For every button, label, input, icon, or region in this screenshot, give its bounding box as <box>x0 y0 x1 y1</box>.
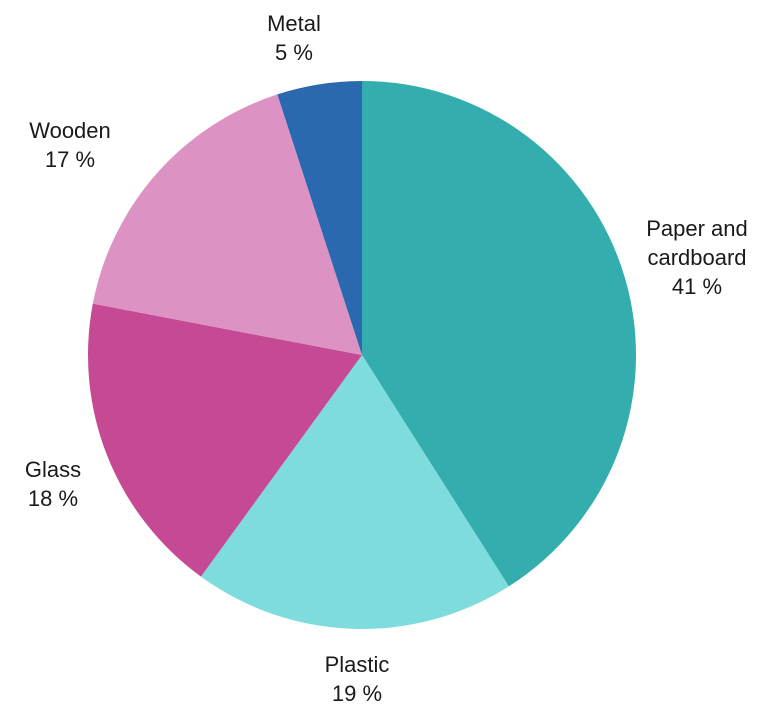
slice-name-metal: Metal <box>267 11 321 36</box>
pie-slice-plastic <box>200 355 509 629</box>
pie-labels: Paper and cardboard 41 % Plastic 19 % Glass 18… <box>25 11 748 705</box>
slice-name-paper-and-cardboard-line-2: cardboard <box>647 245 746 270</box>
slice-label-plastic: Plastic 19 % <box>325 652 390 705</box>
pie-slice-wooden <box>92 94 362 355</box>
pie-slices <box>88 81 636 629</box>
slice-name-paper-and-cardboard-line-1: Paper and <box>646 216 748 241</box>
slice-name-plastic: Plastic <box>325 652 390 677</box>
slice-value-glass: 18 % <box>28 486 78 511</box>
slice-name-wooden: Wooden <box>29 118 111 143</box>
slice-label-paper-and-cardboard: Paper and cardboard 41 % <box>646 216 748 299</box>
slice-value-plastic: 19 % <box>332 681 382 705</box>
pie-slice-paper-and-cardboard <box>362 81 636 587</box>
pie-slice-glass <box>88 303 362 577</box>
slice-value-wooden: 17 % <box>45 147 95 172</box>
slice-label-metal: Metal 5 % <box>267 11 321 65</box>
slice-value-paper-and-cardboard: 41 % <box>672 274 722 299</box>
slice-name-glass: Glass <box>25 457 81 482</box>
pie-slice-metal <box>277 81 362 355</box>
slice-value-metal: 5 % <box>275 40 313 65</box>
slice-label-glass: Glass 18 % <box>25 457 81 511</box>
slice-label-wooden: Wooden 17 % <box>29 118 111 172</box>
